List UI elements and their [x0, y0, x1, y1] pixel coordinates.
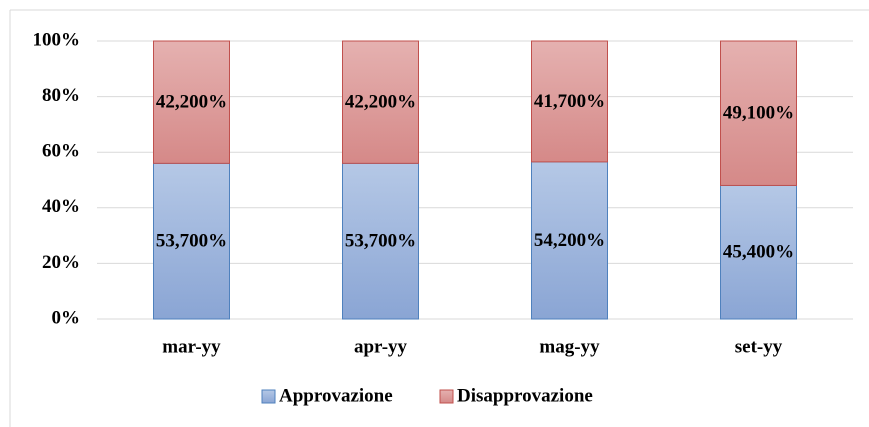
data-label: 49,100% — [723, 103, 794, 124]
bar-segment — [531, 161, 608, 320]
data-label: 42,200% — [156, 92, 227, 113]
legend-label: Disapprovazione — [457, 385, 593, 406]
y-tick-label: 100% — [33, 29, 81, 50]
data-label: 42,200% — [345, 92, 416, 113]
bar-segment — [531, 40, 608, 163]
bar-segment — [153, 40, 230, 164]
data-label: 41,700% — [534, 91, 605, 112]
legend-swatch — [261, 389, 276, 404]
bar-segment — [342, 40, 419, 164]
y-tick-label: 0% — [52, 307, 81, 328]
y-tick-label: 80% — [42, 85, 80, 106]
x-tick-label: mar-yy — [162, 336, 221, 357]
legend-label: Approvazione — [279, 385, 393, 406]
y-tick-label: 40% — [42, 196, 80, 217]
x-tick-label: set-yy — [735, 336, 783, 357]
data-label: 53,700% — [156, 231, 227, 252]
bar-segment — [153, 162, 230, 320]
data-label: 45,400% — [723, 242, 794, 263]
data-label: 54,200% — [534, 230, 605, 251]
data-label: 53,700% — [345, 231, 416, 252]
legend-swatch — [439, 389, 454, 404]
x-tick-label: mag-yy — [539, 336, 600, 357]
bar-segment — [342, 162, 419, 320]
y-tick-label: 20% — [42, 252, 80, 273]
x-tick-label: apr-yy — [354, 336, 408, 357]
bar-segment — [720, 40, 797, 186]
y-tick-label: 60% — [42, 141, 80, 162]
